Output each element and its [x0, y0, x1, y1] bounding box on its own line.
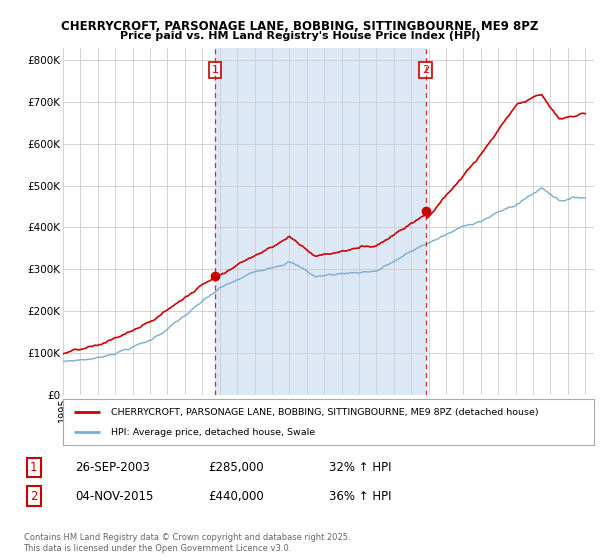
Text: 1: 1	[211, 65, 218, 75]
Text: CHERRYCROFT, PARSONAGE LANE, BOBBING, SITTINGBOURNE, ME9 8PZ (detached house): CHERRYCROFT, PARSONAGE LANE, BOBBING, SI…	[111, 408, 538, 417]
Text: £440,000: £440,000	[208, 489, 263, 502]
Text: 36% ↑ HPI: 36% ↑ HPI	[329, 489, 391, 502]
Text: 32% ↑ HPI: 32% ↑ HPI	[329, 461, 391, 474]
Text: HPI: Average price, detached house, Swale: HPI: Average price, detached house, Swal…	[111, 428, 315, 437]
Text: 1: 1	[30, 461, 38, 474]
Text: 04-NOV-2015: 04-NOV-2015	[76, 489, 154, 502]
Text: Contains HM Land Registry data © Crown copyright and database right 2025.
This d: Contains HM Land Registry data © Crown c…	[23, 533, 350, 553]
Text: 2: 2	[30, 489, 38, 502]
Text: 2: 2	[422, 65, 430, 75]
Text: £285,000: £285,000	[208, 461, 263, 474]
Text: CHERRYCROFT, PARSONAGE LANE, BOBBING, SITTINGBOURNE, ME9 8PZ: CHERRYCROFT, PARSONAGE LANE, BOBBING, SI…	[61, 20, 539, 32]
Bar	[215, 48, 426, 395]
Text: 26-SEP-2003: 26-SEP-2003	[76, 461, 150, 474]
Text: Price paid vs. HM Land Registry's House Price Index (HPI): Price paid vs. HM Land Registry's House …	[120, 31, 480, 41]
